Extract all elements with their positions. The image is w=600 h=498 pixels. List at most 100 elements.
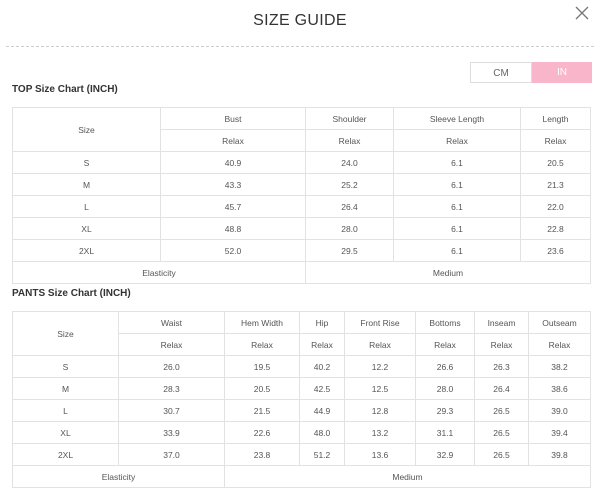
table-cell: 6.1 <box>393 239 521 262</box>
table-cell: 6.1 <box>393 173 521 196</box>
section-title: TOP Size Chart (INCH) <box>12 84 118 95</box>
table-row: M 28.3 20.5 42.5 12.5 28.0 26.4 38.6 <box>12 377 591 400</box>
fit-subheader: Relax <box>299 333 345 356</box>
table-cell: XL <box>12 421 119 444</box>
table-cell: 21.3 <box>520 173 591 196</box>
fit-subheader: Relax <box>305 129 394 152</box>
table-cell: 42.5 <box>299 377 345 400</box>
table-cell: 29.5 <box>305 239 394 262</box>
column-header: Bottoms <box>415 311 475 334</box>
table-cell: 26.5 <box>474 421 529 444</box>
table-cell: 26.4 <box>305 195 394 218</box>
table-row: 2XL 37.0 23.8 51.2 13.6 32.9 26.5 39.8 <box>12 443 591 466</box>
footer-cell: Medium <box>305 261 591 284</box>
table-cell: 37.0 <box>118 443 225 466</box>
table-cell: 20.5 <box>520 151 591 174</box>
table-row: Elasticity Medium <box>12 261 591 284</box>
table-cell: 40.9 <box>160 151 306 174</box>
table-cell: 26.3 <box>474 355 529 378</box>
table-cell: 26.5 <box>474 443 529 466</box>
table-cell: L <box>12 399 119 422</box>
table-cell: 25.2 <box>305 173 394 196</box>
table-cell: 26.6 <box>415 355 475 378</box>
table-cell: 28.0 <box>415 377 475 400</box>
table-cell: 40.2 <box>299 355 345 378</box>
size-header: Size <box>12 107 161 152</box>
top-size-table: Size Bust Shoulder Sleeve Length Length Relax… <box>12 107 591 284</box>
table-cell: 26.5 <box>474 399 529 422</box>
table-cell: 22.0 <box>520 195 591 218</box>
table-cell: 19.5 <box>224 355 300 378</box>
table-cell: S <box>12 151 161 174</box>
table-cell: 22.6 <box>224 421 300 444</box>
table-cell: 29.3 <box>415 399 475 422</box>
column-header: Hem Width <box>224 311 300 334</box>
fit-subheader: Relax <box>118 333 225 356</box>
table-cell: 13.2 <box>344 421 416 444</box>
unit-toggle: CM IN <box>470 62 592 83</box>
table-cell: 21.5 <box>224 399 300 422</box>
table-cell: 23.6 <box>520 239 591 262</box>
table-row: M 43.3 25.2 6.1 21.3 <box>12 173 591 196</box>
table-cell: 6.1 <box>393 151 521 174</box>
table-cell: 31.1 <box>415 421 475 444</box>
table-cell: 6.1 <box>393 217 521 240</box>
table-cell: 13.6 <box>344 443 416 466</box>
table-cell: 30.7 <box>118 399 225 422</box>
fit-subheader: Relax <box>528 333 591 356</box>
unit-in-button[interactable]: IN <box>532 62 592 83</box>
table-cell: 2XL <box>12 239 161 262</box>
table-cell: 33.9 <box>118 421 225 444</box>
fit-subheader: Relax <box>224 333 300 356</box>
table-cell: 20.5 <box>224 377 300 400</box>
pants-size-table: Size Waist Hem Width Hip Front Rise Bottoms In… <box>12 311 591 488</box>
table-cell: 38.6 <box>528 377 591 400</box>
table-row: 2XL 52.0 29.5 6.1 23.6 <box>12 239 591 262</box>
size-header: Size <box>12 311 119 356</box>
fit-subheader: Relax <box>393 129 521 152</box>
column-header: Outseam <box>528 311 591 334</box>
column-header: Sleeve Length <box>393 107 521 130</box>
footer-cell: Elasticity <box>12 465 225 488</box>
footer-cell: Medium <box>224 465 591 488</box>
column-header: Inseam <box>474 311 529 334</box>
table-row: Size Bust Shoulder Sleeve Length Length <box>12 107 591 152</box>
table-cell: 6.1 <box>393 195 521 218</box>
table-cell: 26.0 <box>118 355 225 378</box>
table-cell: 24.0 <box>305 151 394 174</box>
dialog-title: SIZE GUIDE <box>253 12 347 29</box>
table-cell: 45.7 <box>160 195 306 218</box>
column-header: Bust <box>160 107 306 130</box>
unit-cm-button[interactable]: CM <box>470 62 532 83</box>
column-header: Front Rise <box>344 311 416 334</box>
column-header: Shoulder <box>305 107 394 130</box>
table-cell: 22.8 <box>520 217 591 240</box>
fit-subheader: Relax <box>520 129 591 152</box>
table-cell: 23.8 <box>224 443 300 466</box>
table-cell: 39.4 <box>528 421 591 444</box>
table-cell: 43.3 <box>160 173 306 196</box>
table-cell: S <box>12 355 119 378</box>
column-header: Length <box>520 107 591 130</box>
fit-subheader: Relax <box>474 333 529 356</box>
table-row: L 45.7 26.4 6.1 22.0 <box>12 195 591 218</box>
table-cell: 32.9 <box>415 443 475 466</box>
table-row: L 30.7 21.5 44.9 12.8 29.3 26.5 39.0 <box>12 399 591 422</box>
table-row: XL 33.9 22.6 48.0 13.2 31.1 26.5 39.4 <box>12 421 591 444</box>
table-cell: 44.9 <box>299 399 345 422</box>
table-cell: 38.2 <box>528 355 591 378</box>
column-header: Waist <box>118 311 225 334</box>
table-row: Elasticity Medium <box>12 465 591 488</box>
section-title: PANTS Size Chart (INCH) <box>12 288 131 299</box>
table-cell: 48.0 <box>299 421 345 444</box>
table-cell: 28.0 <box>305 217 394 240</box>
table-cell: 12.5 <box>344 377 416 400</box>
table-row: Size Waist Hem Width Hip Front Rise Bottoms In… <box>12 311 591 356</box>
footer-cell: Elasticity <box>12 261 306 284</box>
table-cell: 28.3 <box>118 377 225 400</box>
table-cell: 39.8 <box>528 443 591 466</box>
close-button[interactable] <box>574 5 590 21</box>
table-cell: M <box>12 173 161 196</box>
table-cell: 39.0 <box>528 399 591 422</box>
